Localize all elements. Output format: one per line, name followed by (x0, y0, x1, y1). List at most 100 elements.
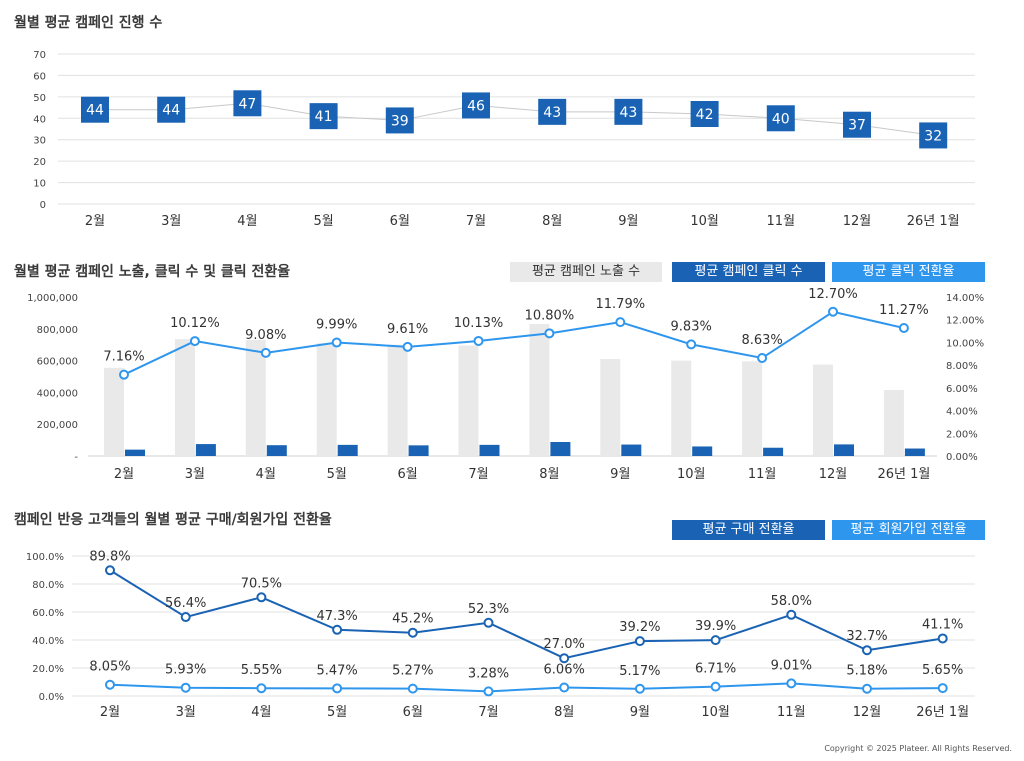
chart3-signup-label: 9.01% (771, 658, 812, 673)
chart3-xtick-label: 2월 (100, 705, 120, 720)
chart2-rate-point (473, 335, 484, 346)
chart2-rate-point (331, 337, 342, 348)
chart3-xtick-label: 3월 (176, 705, 196, 720)
chart3-ytick-label: 100.0% (26, 552, 64, 563)
chart3-signup-point (256, 683, 267, 694)
chart3-purchase-point (786, 609, 797, 620)
chart2-right-ytick-label: 0.00% (946, 452, 978, 463)
chart3-signup-point (862, 683, 872, 694)
chart3-xtick-label: 5월 (327, 705, 347, 720)
chart1-data-marker (690, 101, 719, 127)
chart3-signup-point (105, 679, 115, 690)
chart1-data-marker (157, 96, 186, 123)
chart3-purchase-label: 39.9% (695, 619, 736, 634)
chart2-right-ytick-label: 6.00% (946, 384, 978, 395)
chart2-clicks-bar (621, 444, 642, 456)
chart3-purchase-label: 56.4% (165, 596, 206, 611)
chart3-purchase-point (862, 645, 872, 656)
chart2-xtick-label: 4월 (256, 467, 276, 482)
chart3-signup-point (559, 682, 570, 693)
chart3-signup-label: 5.27% (392, 664, 433, 679)
chart3-signup-label: 5.47% (316, 663, 357, 678)
chart3-purchase-point (937, 633, 948, 644)
chart1-data-label: 44 (162, 103, 180, 119)
chart2-impressions-bar (600, 359, 621, 456)
chart2-impressions-bar (529, 324, 550, 456)
chart1-data-label: 40 (772, 111, 790, 127)
chart3-signup-label: 5.17% (619, 664, 660, 679)
chart2-clicks-bar (550, 442, 571, 456)
copyright-text: Copyright © 2025 Plateer. All Rights Res… (824, 744, 1012, 753)
chart3-signup-point (937, 683, 948, 694)
chart2-right-ytick-label: 12.00% (946, 316, 984, 327)
chart2-left-ytick-label: 200,000 (37, 420, 78, 431)
legend-purchase-rate: 평균 구매 전환율 (672, 520, 825, 540)
chart2-right-ytick-label: 4.00% (946, 407, 978, 418)
chart1-data-label: 44 (86, 103, 104, 119)
chart2-rate-label: 12.70% (808, 287, 858, 302)
chart1-xtick-label: 6월 (390, 214, 410, 229)
chart2-rate-point (615, 317, 626, 328)
chart3-xtick-label: 9월 (630, 705, 650, 720)
chart3-signup-label: 6.71% (695, 662, 736, 677)
chart2-impressions-bar (245, 339, 266, 456)
chart2-impressions-bar (104, 367, 124, 456)
chart3-ytick-label: 80.0% (32, 580, 64, 591)
chart3-purchase-point (407, 627, 418, 638)
chart3-signup-point (407, 683, 418, 694)
chart2-clicks-bar (125, 449, 145, 456)
chart2-xtick-label: 10월 (677, 467, 706, 482)
chart2-xtick-label: 9월 (610, 467, 630, 482)
chart1-data-marker (538, 98, 567, 125)
chart3-purchase-point (483, 617, 494, 628)
chart2-xtick-label: 2월 (114, 467, 134, 482)
chart2-rate-label: 9.61% (387, 322, 428, 337)
chart2-left-ytick-label: 800,000 (37, 325, 78, 336)
chart2-rate-label: 10.13% (454, 316, 504, 331)
chart1-data-label: 46 (467, 98, 485, 114)
chart3-signup-point (786, 678, 797, 689)
chart2-rate-label: 9.99% (316, 318, 357, 333)
chart1-data-label: 47 (238, 96, 256, 112)
chart1-xtick-label: 5월 (313, 214, 333, 229)
chart3-signup-point (332, 683, 343, 694)
chart1-data-marker (462, 92, 490, 119)
chart1-xtick-label: 4월 (237, 214, 257, 229)
chart1-series-line (95, 102, 934, 136)
chart1-xtick-label: 7월 (466, 214, 486, 229)
chart2-rate-label: 11.27% (879, 303, 929, 318)
chart1-data-marker (919, 122, 948, 149)
chart1-ytick-label: 30 (33, 136, 46, 147)
chart2-rate-point (544, 328, 555, 339)
chart3-ytick-label: 40.0% (32, 636, 64, 647)
chart1-data-label: 39 (391, 113, 409, 129)
chart1-xtick-label: 9월 (618, 214, 638, 229)
chart2-clicks-bar (692, 446, 713, 456)
chart1-xtick-label: 10월 (690, 214, 719, 229)
chart3-xtick-label: 8월 (554, 705, 574, 720)
chart1-xtick-label: 12월 (843, 214, 872, 229)
chart2-left-ytick-label: 600,000 (37, 357, 78, 368)
chart2-impressions-bar (174, 339, 195, 456)
chart1-xtick-label: 8월 (542, 214, 562, 229)
chart2-clicks-bar (479, 444, 500, 456)
chart2-right-ytick-label: 2.00% (946, 429, 978, 440)
chart1-xtick-label: 2월 (85, 214, 105, 229)
chart2-left-ytick-label: 400,000 (37, 388, 78, 399)
chart1-data-marker (385, 107, 414, 134)
chart2-right-ytick-label: 8.00% (946, 361, 978, 372)
legend-signup-rate: 평균 회원가입 전환율 (832, 520, 985, 540)
chart1-ytick-label: 50 (33, 93, 46, 104)
chart3-purchase-point (634, 636, 645, 647)
chart3-signup-label: 5.55% (241, 663, 282, 678)
chart2-xtick-label: 26년 1월 (877, 467, 930, 482)
chart2-rate-point (757, 352, 768, 363)
chart1-xtick-label: 3월 (161, 214, 181, 229)
chart2-xtick-label: 11월 (748, 467, 777, 482)
chart3-title: 캠페인 반응 고객들의 월별 평균 구매/회원가입 전환율 (14, 512, 332, 528)
chart2-rate-label: 10.12% (170, 316, 220, 331)
chart2-rate-point (260, 347, 271, 358)
chart3-xtick-label: 4월 (251, 705, 271, 720)
chart3-purchase-point (256, 592, 267, 603)
